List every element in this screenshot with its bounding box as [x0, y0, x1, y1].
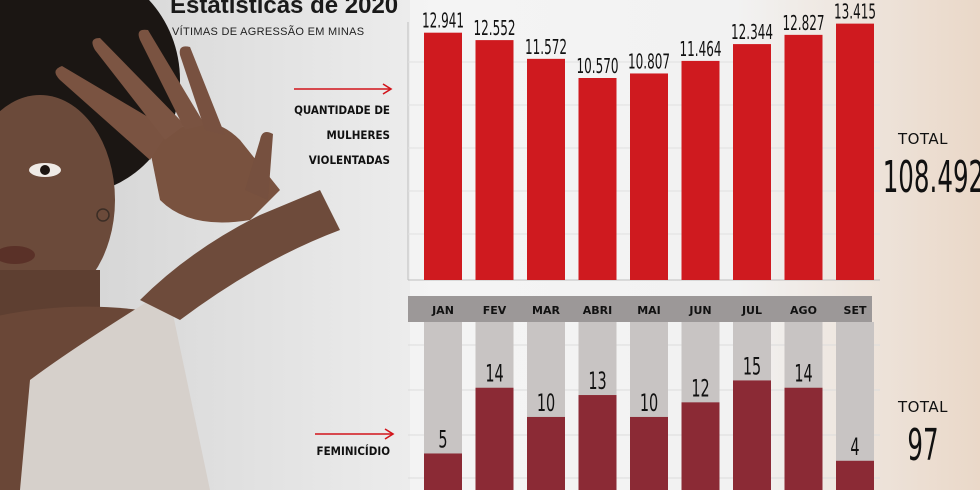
- month-tick-label: JUL: [741, 304, 762, 317]
- total-label-feminicidio: TOTAL: [897, 398, 949, 416]
- month-band: [408, 296, 872, 322]
- data-label-violentadas: 10.807: [628, 50, 670, 73]
- total-value-feminicidio: 97: [907, 420, 939, 471]
- bar-violentadas: [784, 34, 823, 280]
- data-label-violentadas: 13.415: [834, 0, 876, 23]
- bar-feminicidio: [836, 460, 874, 490]
- total-label-violentadas: TOTAL: [897, 130, 949, 148]
- bar-violentadas: [836, 23, 874, 280]
- data-label-violentadas: 11.572: [525, 36, 567, 59]
- bar-feminicidio: [784, 387, 823, 490]
- data-label-feminicidio: 15: [743, 353, 761, 381]
- data-label-violentadas: 12.552: [474, 17, 516, 40]
- data-label-violentadas: 12.344: [731, 21, 773, 44]
- bar-violentadas: [475, 40, 514, 280]
- month-tick-label: AGO: [790, 304, 817, 317]
- bar-feminicidio: [475, 387, 514, 490]
- series-label-line: FEMINICÍDIO: [316, 444, 390, 458]
- series-label-line: QUANTIDADE DE: [294, 103, 390, 117]
- bar-violentadas: [424, 32, 462, 281]
- month-tick-label: JAN: [431, 304, 454, 317]
- data-label-feminicidio: 14: [794, 360, 812, 388]
- bar-feminicidio: [630, 416, 668, 490]
- bar-feminicidio: [578, 395, 617, 490]
- month-tick-label: ABRI: [583, 304, 612, 317]
- data-label-feminicidio: 13: [588, 367, 606, 395]
- month-tick-label: MAR: [532, 304, 560, 317]
- data-label-violentadas: 10.570: [577, 55, 619, 78]
- data-label-feminicidio: 10: [537, 389, 555, 417]
- page-title: Estatísticas de 2020: [170, 0, 399, 19]
- data-label-violentadas: 12.827: [783, 12, 825, 35]
- data-label-violentadas: 12.941: [422, 9, 464, 32]
- series-label-line: VIOLENTADAS: [308, 153, 390, 167]
- bar-violentadas: [630, 73, 668, 281]
- data-label-feminicidio: 10: [640, 389, 658, 417]
- bar-violentadas: [681, 60, 720, 281]
- bar-feminicidio: [733, 380, 771, 490]
- month-tick-label: MAI: [637, 304, 661, 317]
- arrow-icon: [315, 428, 395, 440]
- bar-feminicidio: [527, 416, 565, 490]
- month-tick-label: SET: [844, 304, 867, 317]
- bar-feminicidio: [424, 453, 462, 490]
- series-label-line: MULHERES: [326, 128, 390, 142]
- data-label-feminicidio: 5: [438, 426, 447, 454]
- bar-violentadas: [578, 77, 617, 281]
- bar-feminicidio: [681, 402, 720, 490]
- bar-violentadas: [527, 58, 565, 280]
- data-label-feminicidio: 14: [485, 360, 503, 388]
- woman-photo: [0, 0, 410, 490]
- arrow-icon: [294, 83, 393, 95]
- data-label-violentadas: 11.464: [680, 38, 722, 61]
- total-value-violentadas: 108.492: [882, 152, 980, 203]
- month-tick-label: JUN: [688, 304, 711, 317]
- series-label-feminicidio: FEMINICÍDIO: [280, 439, 390, 464]
- page-subtitle: VÍTIMAS DE AGRESSÃO EM MINAS: [172, 26, 365, 38]
- month-tick-label: FEV: [483, 304, 507, 317]
- series-label-violentadas: QUANTIDADE DE MULHERES VIOLENTADAS: [270, 98, 390, 173]
- data-label-feminicidio: 12: [691, 375, 709, 403]
- bar-violentadas: [733, 44, 771, 281]
- data-label-feminicidio: 4: [850, 433, 859, 461]
